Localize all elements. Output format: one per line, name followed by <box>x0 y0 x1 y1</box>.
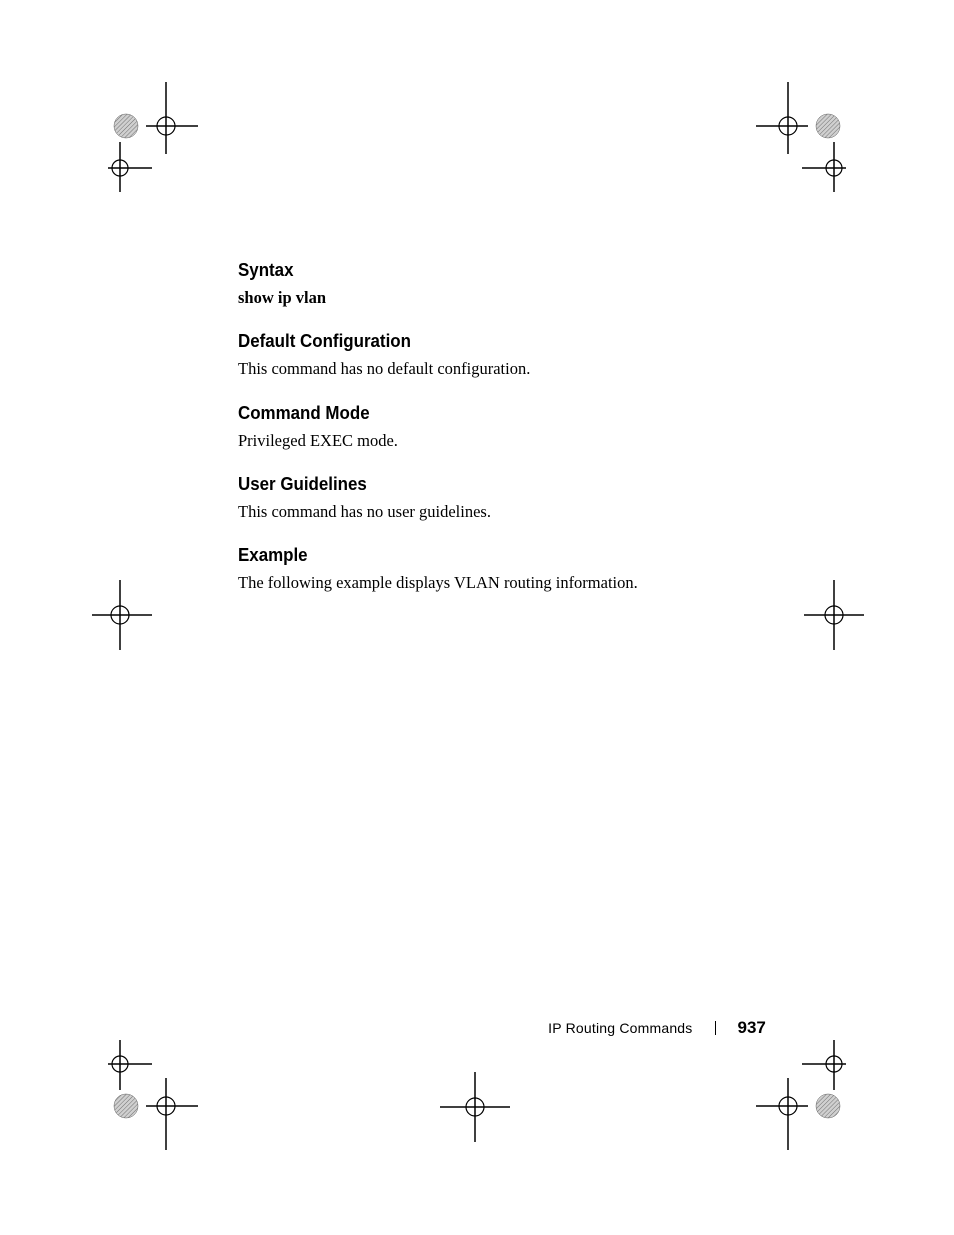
crop-mark-top-right-icon <box>736 82 846 192</box>
crop-mark-bottom-right-icon <box>736 1040 846 1150</box>
text-user-guidelines: This command has no user guidelines. <box>238 501 758 523</box>
crop-mark-bottom-center-icon <box>440 1072 510 1142</box>
footer-page-number: 937 <box>738 1018 766 1038</box>
crop-mark-middle-left-icon <box>92 580 162 650</box>
heading-syntax: Syntax <box>238 260 727 281</box>
text-command-mode: Privileged EXEC mode. <box>238 430 758 452</box>
text-example: The following example displays VLAN rout… <box>238 572 758 594</box>
crop-mark-top-left-icon <box>108 82 218 192</box>
heading-user-guidelines: User Guidelines <box>238 474 727 495</box>
footer-separator-icon <box>715 1021 716 1035</box>
page-footer: IP Routing Commands 937 <box>0 1018 954 1038</box>
heading-default-configuration: Default Configuration <box>238 331 727 352</box>
crop-mark-middle-right-icon <box>794 580 864 650</box>
page-content: Syntax show ip vlan Default Configuratio… <box>238 260 758 616</box>
footer-title: IP Routing Commands <box>548 1020 692 1036</box>
heading-example: Example <box>238 545 727 566</box>
text-syntax: show ip vlan <box>238 287 758 309</box>
crop-mark-bottom-left-icon <box>108 1040 218 1150</box>
text-default-configuration: This command has no default configuratio… <box>238 358 758 380</box>
heading-command-mode: Command Mode <box>238 403 727 424</box>
